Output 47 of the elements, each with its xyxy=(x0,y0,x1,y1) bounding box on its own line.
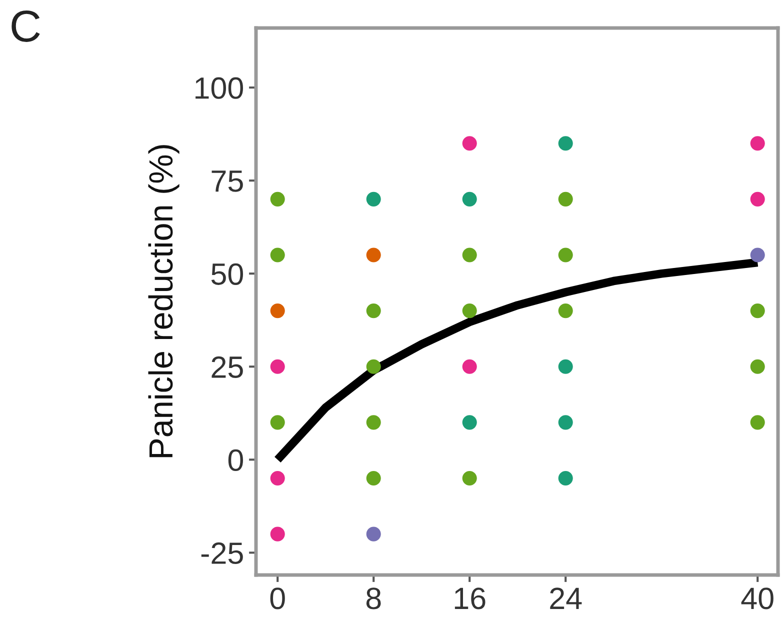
point xyxy=(462,304,477,318)
point xyxy=(462,470,477,486)
point xyxy=(558,470,573,486)
point xyxy=(750,136,765,151)
x-tick-label: 40 xyxy=(741,588,774,610)
y-tick-label: 50 xyxy=(211,263,244,285)
point xyxy=(558,192,573,206)
point xyxy=(366,304,381,318)
point xyxy=(366,470,381,486)
point xyxy=(750,304,765,318)
point xyxy=(558,304,573,318)
point xyxy=(366,248,381,262)
point xyxy=(750,248,765,262)
text: C xyxy=(12,10,40,42)
y-tick-label: 75 xyxy=(212,170,243,192)
point xyxy=(558,248,573,262)
point xyxy=(270,415,285,430)
point xyxy=(558,415,573,430)
point xyxy=(558,136,573,151)
point xyxy=(270,192,285,206)
point xyxy=(750,359,765,374)
point xyxy=(750,192,765,206)
x-tick-label: 0 xyxy=(270,588,285,610)
y-tick-label: 25 xyxy=(212,356,243,378)
point xyxy=(462,136,477,151)
point xyxy=(270,526,285,542)
y-tick-label: 0 xyxy=(228,449,243,472)
point xyxy=(462,415,477,430)
point xyxy=(366,415,381,430)
point xyxy=(366,359,381,374)
y-tick-label: 100 xyxy=(196,77,244,99)
x-tick-label: 8 xyxy=(366,588,381,610)
point xyxy=(558,359,573,374)
point xyxy=(750,415,765,430)
point xyxy=(366,192,381,206)
point xyxy=(462,248,477,262)
point xyxy=(270,359,285,374)
point xyxy=(270,248,285,262)
x-tick-label: 16 xyxy=(454,588,486,610)
x-tick-label: 24 xyxy=(550,588,582,609)
point xyxy=(270,304,285,318)
point xyxy=(462,192,477,206)
point xyxy=(366,526,381,542)
point xyxy=(270,470,285,486)
y-axis-title: Panicle reduction (%) xyxy=(148,145,180,458)
y-tick-label: -25 xyxy=(201,542,243,564)
point xyxy=(462,359,477,374)
